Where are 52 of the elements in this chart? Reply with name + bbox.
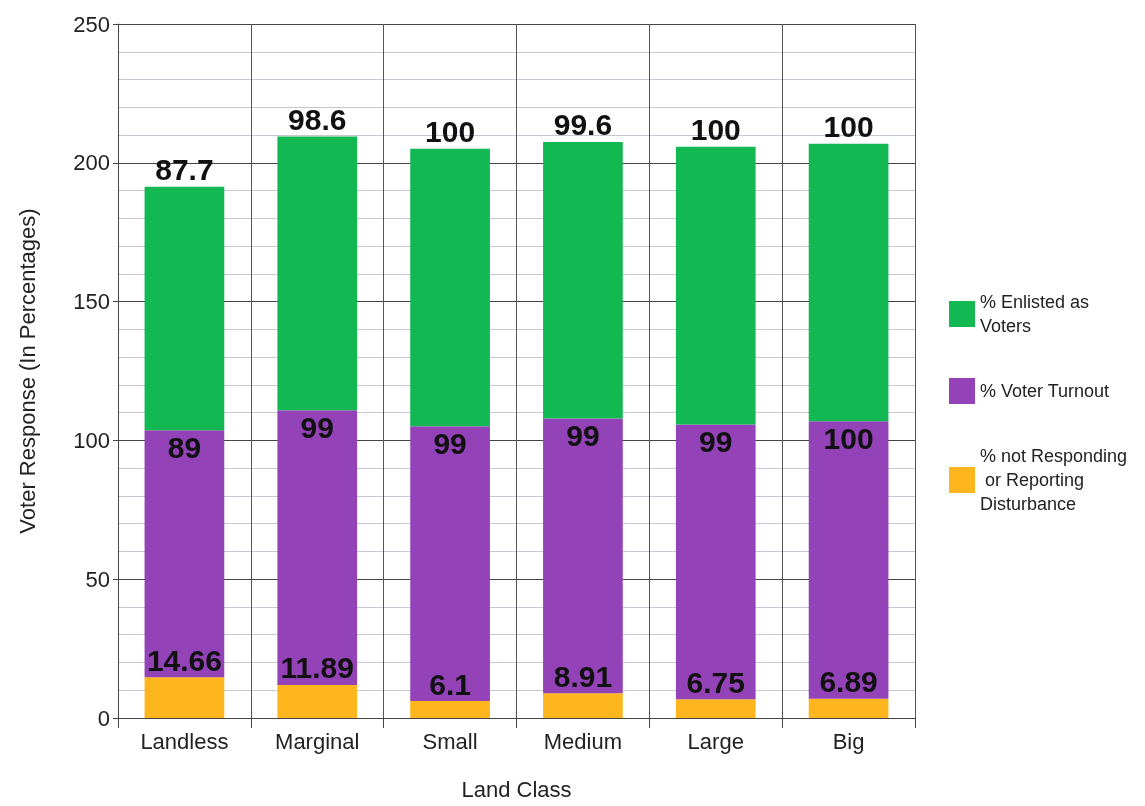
- x-tick-label: Landless: [140, 728, 229, 754]
- x-tick-label: Big: [832, 728, 865, 754]
- bar: [675, 699, 756, 718]
- legend-label: % Enlisted as Voters: [980, 292, 1095, 336]
- bar: [675, 424, 756, 700]
- y-axis-title: Voter Response (In Percentages): [14, 208, 40, 534]
- x-tick-label: Medium: [543, 728, 623, 754]
- bar: [675, 146, 756, 425]
- data-label: 100: [823, 110, 874, 144]
- y-tick-label: 0: [97, 705, 110, 731]
- x-tick-label: Small: [422, 728, 478, 754]
- data-label: 99: [300, 410, 334, 444]
- y-tick-label: 200: [73, 150, 110, 176]
- bar: [277, 410, 358, 685]
- y-tick-label: 150: [73, 289, 110, 315]
- data-label: 14.66: [146, 643, 222, 677]
- data-label: 6.1: [429, 667, 471, 701]
- bar: [144, 186, 225, 431]
- bar: [808, 143, 889, 422]
- data-label: 98.6: [288, 102, 347, 136]
- bar: [410, 701, 490, 718]
- legend-label: % Voter Turnout: [980, 381, 1110, 401]
- data-label: 6.75: [686, 665, 745, 699]
- data-label: 8.91: [553, 659, 613, 693]
- data-label: 100: [690, 113, 741, 147]
- bar: [410, 148, 490, 427]
- y-tick-label: 250: [73, 11, 110, 37]
- x-axis-title: Land Class: [461, 776, 572, 802]
- bar: [808, 421, 889, 699]
- data-label: 99: [699, 424, 733, 458]
- bar: [277, 136, 358, 411]
- data-label: 100: [823, 421, 874, 455]
- bar: [277, 684, 358, 718]
- y-tick-label: 50: [85, 566, 110, 592]
- bar: [410, 426, 490, 702]
- data-label: 99: [433, 426, 467, 460]
- bar: [543, 693, 623, 718]
- bar: [144, 677, 225, 718]
- bar: [543, 418, 623, 694]
- bar: [808, 698, 889, 718]
- legend-label: % not Responding or Reporting Disturbance: [980, 446, 1128, 514]
- data-label: 89: [167, 430, 202, 464]
- data-label: 99: [566, 418, 600, 452]
- data-label: 11.89: [280, 651, 354, 685]
- bar: [543, 141, 623, 419]
- data-label: 100: [425, 115, 476, 149]
- data-label: 6.89: [819, 665, 878, 699]
- x-tick-label: Large: [687, 728, 744, 754]
- y-tick-label: 100: [73, 427, 110, 453]
- data-label: 99.6: [553, 108, 613, 142]
- x-tick-label: Marginal: [275, 728, 360, 754]
- bar: [144, 430, 225, 678]
